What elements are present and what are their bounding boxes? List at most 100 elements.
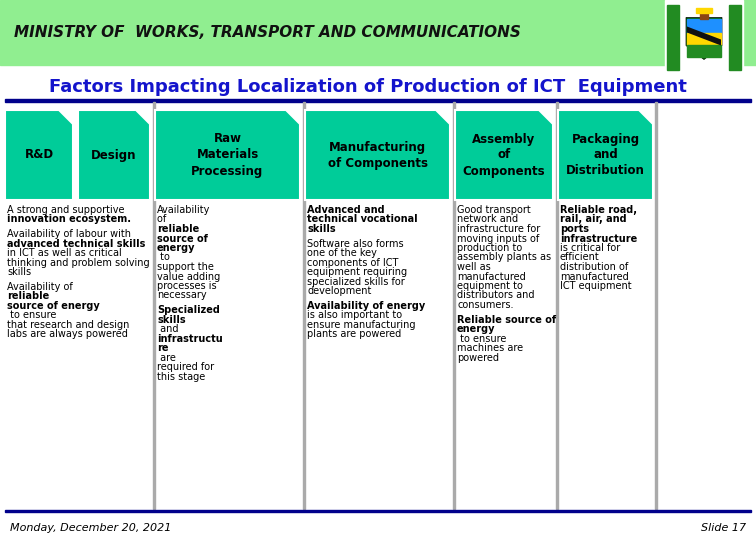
- Text: assembly plants as: assembly plants as: [457, 253, 551, 262]
- Text: powered: powered: [457, 353, 499, 363]
- Text: is critical for: is critical for: [560, 243, 620, 253]
- Bar: [5, 510, 751, 512]
- Polygon shape: [5, 110, 73, 200]
- Polygon shape: [305, 110, 450, 200]
- Bar: [153, 102, 154, 509]
- Text: plants are powered: plants are powered: [307, 329, 401, 340]
- Text: to: to: [157, 253, 170, 262]
- Bar: [453, 102, 454, 509]
- Text: this stage: this stage: [157, 372, 205, 382]
- Text: Good transport: Good transport: [457, 205, 531, 215]
- Text: to ensure: to ensure: [457, 334, 507, 344]
- Polygon shape: [687, 26, 721, 45]
- Text: R&D: R&D: [24, 148, 54, 161]
- Text: Raw
Materials
Processing: Raw Materials Processing: [191, 132, 264, 178]
- Text: Availability of labour with: Availability of labour with: [7, 229, 131, 239]
- Text: equipment requiring: equipment requiring: [307, 267, 407, 277]
- Text: source of: source of: [157, 233, 208, 244]
- Text: Advanced and: Advanced and: [307, 205, 385, 215]
- Text: manufactured: manufactured: [457, 272, 525, 281]
- Text: energy: energy: [157, 243, 196, 253]
- Bar: [0, 0, 756, 65]
- Text: MINISTRY OF  WORKS, TRANSPORT AND COMMUNICATIONS: MINISTRY OF WORKS, TRANSPORT AND COMMUNI…: [14, 25, 521, 40]
- Text: thinking and problem solving: thinking and problem solving: [7, 258, 150, 268]
- Text: manufactured: manufactured: [560, 272, 629, 281]
- Text: development: development: [307, 286, 371, 296]
- Text: well as: well as: [457, 262, 491, 272]
- Text: moving inputs of: moving inputs of: [457, 233, 539, 244]
- Text: consumers.: consumers.: [457, 300, 513, 310]
- Text: Availability of energy: Availability of energy: [307, 301, 425, 311]
- Text: skills: skills: [7, 267, 31, 277]
- Text: rail, air, and: rail, air, and: [560, 214, 627, 225]
- Text: Monday, December 20, 2021: Monday, December 20, 2021: [10, 523, 172, 533]
- Text: equipment to: equipment to: [457, 281, 523, 291]
- Bar: [729, 5, 741, 70]
- Text: Slide 17: Slide 17: [701, 523, 746, 533]
- Bar: [303, 102, 305, 509]
- Text: Packaging
and
Distribution: Packaging and Distribution: [566, 132, 645, 178]
- Text: advanced technical skills: advanced technical skills: [7, 239, 145, 249]
- Text: reliable: reliable: [157, 224, 200, 234]
- Text: Availability of: Availability of: [7, 282, 76, 292]
- Text: Specialized: Specialized: [157, 305, 220, 315]
- Text: ports: ports: [560, 224, 589, 234]
- Text: Reliable source of: Reliable source of: [457, 315, 556, 325]
- Text: infrastructure: infrastructure: [560, 233, 637, 244]
- Text: distributors and: distributors and: [457, 291, 534, 300]
- Text: Factors Impacting Localization of Production of ICT  Equipment: Factors Impacting Localization of Produc…: [49, 78, 687, 96]
- Text: A strong and supportive: A strong and supportive: [7, 205, 125, 215]
- Text: ensure manufacturing: ensure manufacturing: [307, 320, 416, 330]
- Text: efficient: efficient: [560, 253, 600, 262]
- Text: is also important to: is also important to: [307, 310, 402, 320]
- Text: ICT equipment: ICT equipment: [560, 281, 631, 291]
- Text: network and: network and: [457, 214, 518, 225]
- Text: to ensure: to ensure: [7, 310, 57, 320]
- Text: Design: Design: [91, 148, 137, 161]
- Text: components of ICT: components of ICT: [307, 258, 398, 268]
- Text: infrastructu: infrastructu: [157, 334, 223, 344]
- Text: necessary: necessary: [157, 291, 206, 300]
- Text: energy: energy: [457, 324, 495, 334]
- Text: re: re: [157, 343, 169, 353]
- Bar: [5, 98, 751, 102]
- Text: technical vocational: technical vocational: [307, 214, 417, 225]
- Text: Manufacturing
of Components: Manufacturing of Components: [327, 140, 427, 170]
- Polygon shape: [455, 110, 553, 200]
- Text: reliable: reliable: [7, 292, 49, 301]
- Polygon shape: [155, 110, 300, 200]
- Text: and: and: [157, 324, 178, 334]
- Text: labs are always powered: labs are always powered: [7, 329, 128, 340]
- Bar: [687, 44, 721, 57]
- Bar: [687, 18, 721, 32]
- Bar: [655, 102, 656, 509]
- Text: that research and design: that research and design: [7, 320, 129, 330]
- Text: skills: skills: [157, 315, 186, 325]
- Text: Availability: Availability: [157, 205, 210, 215]
- Bar: [556, 102, 557, 509]
- Text: required for: required for: [157, 362, 214, 372]
- Text: production to: production to: [457, 243, 522, 253]
- Bar: [700, 10, 708, 18]
- Text: of: of: [157, 214, 169, 225]
- Bar: [687, 32, 721, 44]
- Polygon shape: [558, 110, 653, 200]
- Text: are: are: [157, 353, 176, 363]
- Text: specialized skills for: specialized skills for: [307, 276, 404, 287]
- Text: source of energy: source of energy: [7, 301, 100, 311]
- Text: value adding: value adding: [157, 272, 220, 281]
- Text: Software also forms: Software also forms: [307, 239, 404, 249]
- Bar: [665, 0, 743, 75]
- Text: one of the key: one of the key: [307, 248, 377, 258]
- Text: innovation ecosystem.: innovation ecosystem.: [7, 214, 131, 225]
- Text: Reliable road,: Reliable road,: [560, 205, 637, 215]
- Bar: [667, 5, 679, 70]
- Polygon shape: [686, 17, 722, 59]
- Text: distribution of: distribution of: [560, 262, 628, 272]
- Bar: [696, 8, 712, 12]
- Text: support the: support the: [157, 262, 214, 272]
- Text: skills: skills: [307, 224, 336, 234]
- Text: processes is: processes is: [157, 281, 217, 291]
- Text: machines are: machines are: [457, 343, 523, 353]
- Polygon shape: [78, 110, 150, 200]
